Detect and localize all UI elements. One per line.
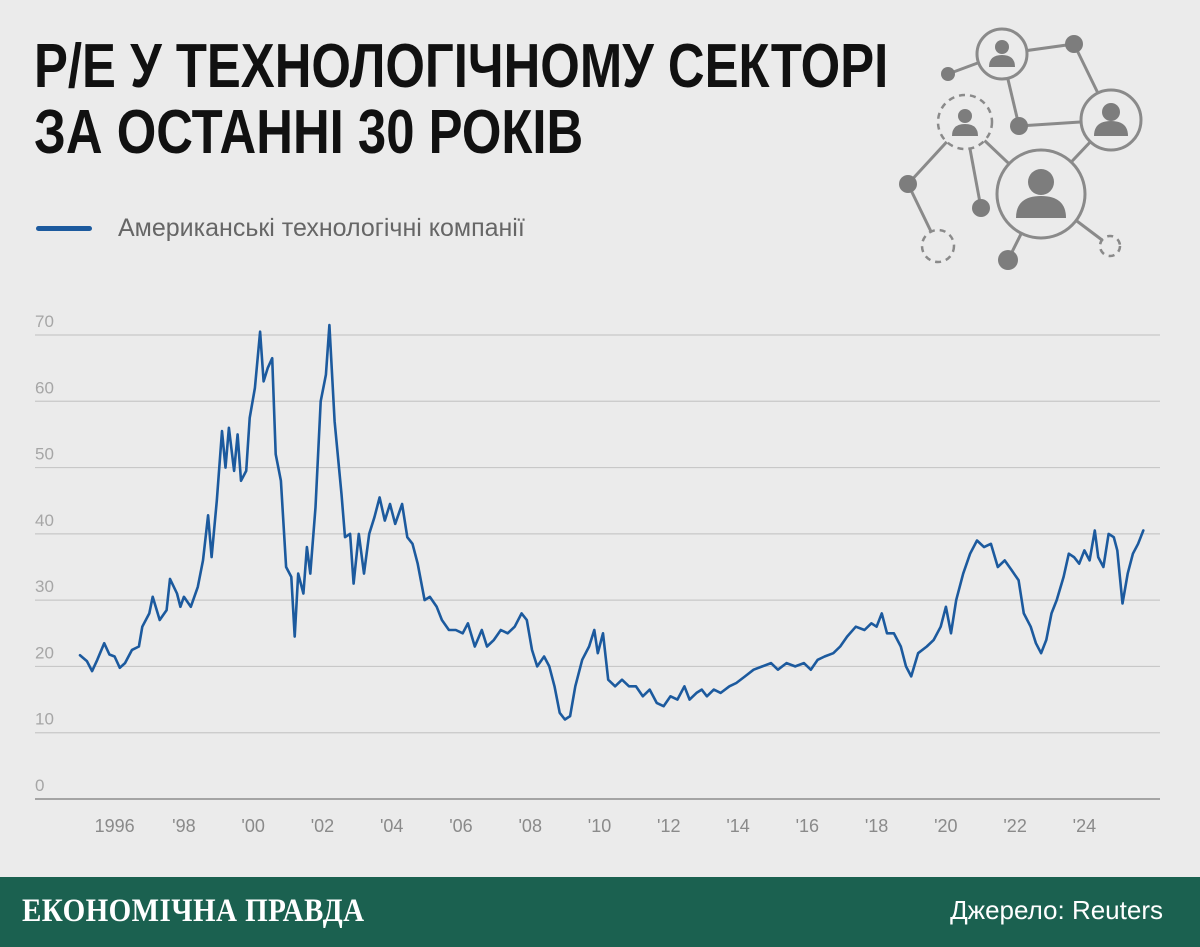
y-tick-label: 60 — [35, 378, 54, 397]
chart-title: P/E У ТЕХНОЛОГІЧНОМУ СЕКТОРІ ЗА ОСТАННІ … — [34, 34, 903, 166]
y-tick-label: 0 — [35, 776, 44, 795]
y-tick-label: 10 — [35, 710, 54, 729]
x-tick-label: '22 — [1003, 816, 1026, 836]
x-tick-label: '04 — [380, 816, 403, 836]
x-tick-label: '20 — [934, 816, 957, 836]
y-tick-label: 50 — [35, 445, 54, 464]
source-note: Джерело: Reuters — [950, 895, 1163, 925]
x-tick-label: '02 — [311, 816, 334, 836]
y-tick-label: 40 — [35, 511, 54, 530]
x-tick-label: '98 — [172, 816, 195, 836]
x-tick-label: '00 — [241, 816, 264, 836]
title-line-2: ЗА ОСТАННІ 30 РОКІВ — [34, 98, 584, 167]
y-tick-label: 30 — [35, 577, 54, 596]
x-tick-label: '14 — [726, 816, 749, 836]
footer-bar: ЕКОНОМІЧНА ПРАВДА Джерело: Reuters — [0, 877, 1200, 947]
legend: Американські технологічні компанії — [36, 214, 525, 243]
legend-swatch — [36, 226, 92, 231]
line-chart: 0 10 20 30 40 50 60 70 1996 '98 '00 '02 '04 '06 '08 '10… — [35, 312, 1160, 836]
x-tick-label: '08 — [519, 816, 542, 836]
network-people-icon — [899, 27, 1143, 270]
x-tick-label: '06 — [449, 816, 472, 836]
title-line-1: P/E У ТЕХНОЛОГІЧНОМУ СЕКТОРІ — [34, 32, 889, 101]
x-tick-label: '16 — [796, 816, 819, 836]
brand-logo: ЕКОНОМІЧНА ПРАВДА — [22, 893, 365, 929]
x-tick-label: '24 — [1073, 816, 1096, 836]
y-tick-label: 20 — [35, 643, 54, 662]
x-tick-label: 1996 — [95, 816, 135, 836]
x-tick-label: '10 — [588, 816, 611, 836]
series-line — [78, 323, 1145, 721]
x-tick-label: '18 — [865, 816, 888, 836]
legend-label: Американські технологічні компанії — [118, 214, 525, 242]
y-tick-label: 70 — [35, 312, 54, 331]
x-tick-label: '12 — [657, 816, 680, 836]
